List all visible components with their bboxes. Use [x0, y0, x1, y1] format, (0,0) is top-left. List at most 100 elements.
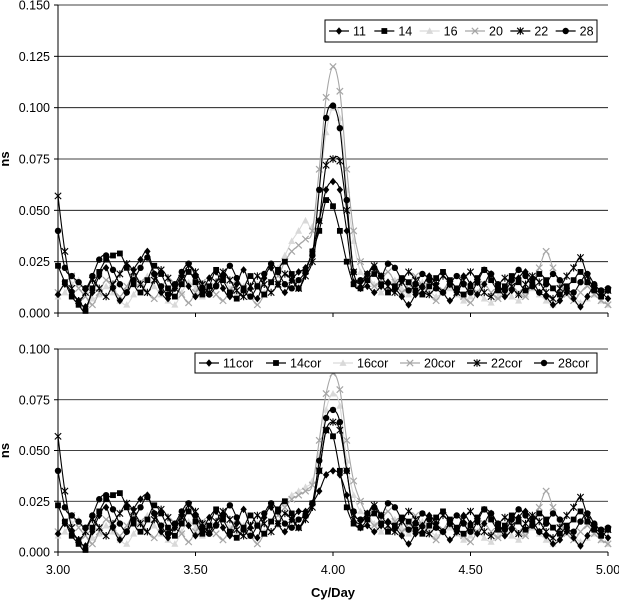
data-point-11: [137, 255, 144, 264]
x-tick-label: 4.50: [458, 563, 482, 577]
data-point-14: [130, 281, 137, 288]
x-tick-label: 3.00: [46, 563, 70, 577]
data-point-28cor: [329, 406, 337, 414]
series-22: [54, 155, 612, 305]
data-point-20: [219, 297, 227, 305]
data-point-22cor: [274, 519, 282, 528]
data-point-28cor: [151, 510, 158, 517]
data-point-14cor: [116, 490, 123, 497]
data-point-28cor: [54, 467, 62, 474]
y-tick-label: 0.075: [19, 153, 50, 167]
legend-label: 14cor: [290, 357, 321, 371]
legend-swatch-marker: [562, 27, 569, 35]
data-point-28: [577, 279, 584, 286]
data-point-22cor: [75, 536, 83, 544]
data-point-28cor: [240, 526, 247, 533]
data-point-22cor: [521, 519, 530, 528]
data-point-14cor: [288, 510, 295, 517]
x-axis-label: Cy/Day: [311, 585, 356, 600]
data-point-28: [171, 281, 179, 288]
data-point-14cor: [158, 510, 165, 517]
data-point-14: [82, 308, 89, 314]
data-point-14: [426, 283, 433, 290]
data-point-16cor: [302, 483, 309, 490]
data-point-20cor: [88, 540, 96, 548]
data-point-14: [453, 285, 460, 292]
x-tick-label: 5.00: [596, 563, 619, 577]
data-point-20cor: [219, 536, 227, 544]
data-point-14cor: [192, 518, 199, 525]
data-point-14cor: [330, 433, 336, 440]
data-point-22: [136, 280, 145, 288]
data-point-14: [192, 279, 199, 286]
data-point-14cor: [89, 524, 96, 531]
data-point-28: [178, 268, 185, 276]
data-point-11cor: [501, 531, 509, 540]
data-point-28cor: [467, 528, 474, 535]
data-point-14cor: [178, 520, 185, 527]
data-point-20cor: [253, 540, 261, 548]
data-point-14: [350, 281, 357, 288]
data-point-22cor: [405, 507, 413, 516]
data-point-11: [254, 294, 261, 303]
data-point-22: [439, 272, 447, 280]
data-point-22cor: [157, 505, 165, 514]
data-point-16: [61, 288, 69, 296]
data-point-20cor: [521, 532, 530, 540]
data-point-28: [467, 289, 474, 296]
data-point-16: [302, 216, 309, 224]
data-point-14cor: [55, 502, 61, 509]
legend-label: 22cor: [491, 357, 522, 371]
data-point-28: [336, 125, 344, 132]
data-point-28cor: [164, 530, 172, 537]
data-point-28: [89, 272, 96, 280]
data-point-16: [171, 301, 179, 308]
data-point-28cor: [597, 526, 605, 533]
y-tick-label: 0.075: [19, 393, 50, 407]
data-point-28: [281, 281, 289, 288]
data-point-22cor: [102, 532, 110, 540]
data-point-20cor: [281, 503, 289, 511]
data-point-20cor: [604, 540, 612, 548]
legend-label: 22: [534, 25, 548, 39]
data-point-14cor: [96, 508, 103, 515]
data-point-28cor: [563, 524, 570, 531]
data-point-14: [391, 283, 398, 290]
data-point-28: [137, 264, 144, 272]
legend-item-14: 14: [374, 25, 412, 39]
data-point-16: [377, 288, 385, 296]
data-point-14cor: [371, 510, 378, 517]
data-point-14cor: [68, 532, 75, 539]
data-point-11cor: [604, 533, 612, 542]
data-point-20: [549, 264, 557, 272]
data-point-16: [432, 292, 440, 300]
y-axis-label: ns: [0, 443, 12, 458]
data-point-28cor: [82, 524, 89, 531]
data-point-11: [185, 282, 192, 291]
data-point-28cor: [432, 524, 440, 531]
data-point-28cor: [137, 504, 144, 511]
data-point-28: [398, 276, 405, 284]
data-point-14cor: [171, 532, 178, 539]
data-point-11cor: [364, 521, 371, 530]
data-point-14cor: [495, 526, 501, 533]
data-point-28cor: [206, 530, 213, 537]
data-point-22cor: [549, 534, 557, 542]
data-point-16: [123, 301, 131, 308]
data-point-14: [550, 285, 556, 292]
data-point-28cor: [556, 516, 564, 523]
data-point-14cor: [474, 514, 481, 521]
data-point-11: [82, 303, 89, 311]
data-point-11: [446, 296, 454, 305]
data-point-22: [143, 288, 151, 297]
data-point-14: [522, 287, 529, 294]
data-point-16cor: [295, 487, 303, 494]
data-point-14: [467, 283, 474, 290]
data-point-11cor: [343, 491, 350, 499]
data-point-28: [604, 285, 612, 292]
data-point-22cor: [164, 513, 172, 522]
data-point-11cor: [157, 527, 165, 536]
data-point-28: [130, 276, 137, 284]
data-point-14: [309, 248, 316, 255]
data-point-11: [364, 282, 371, 291]
